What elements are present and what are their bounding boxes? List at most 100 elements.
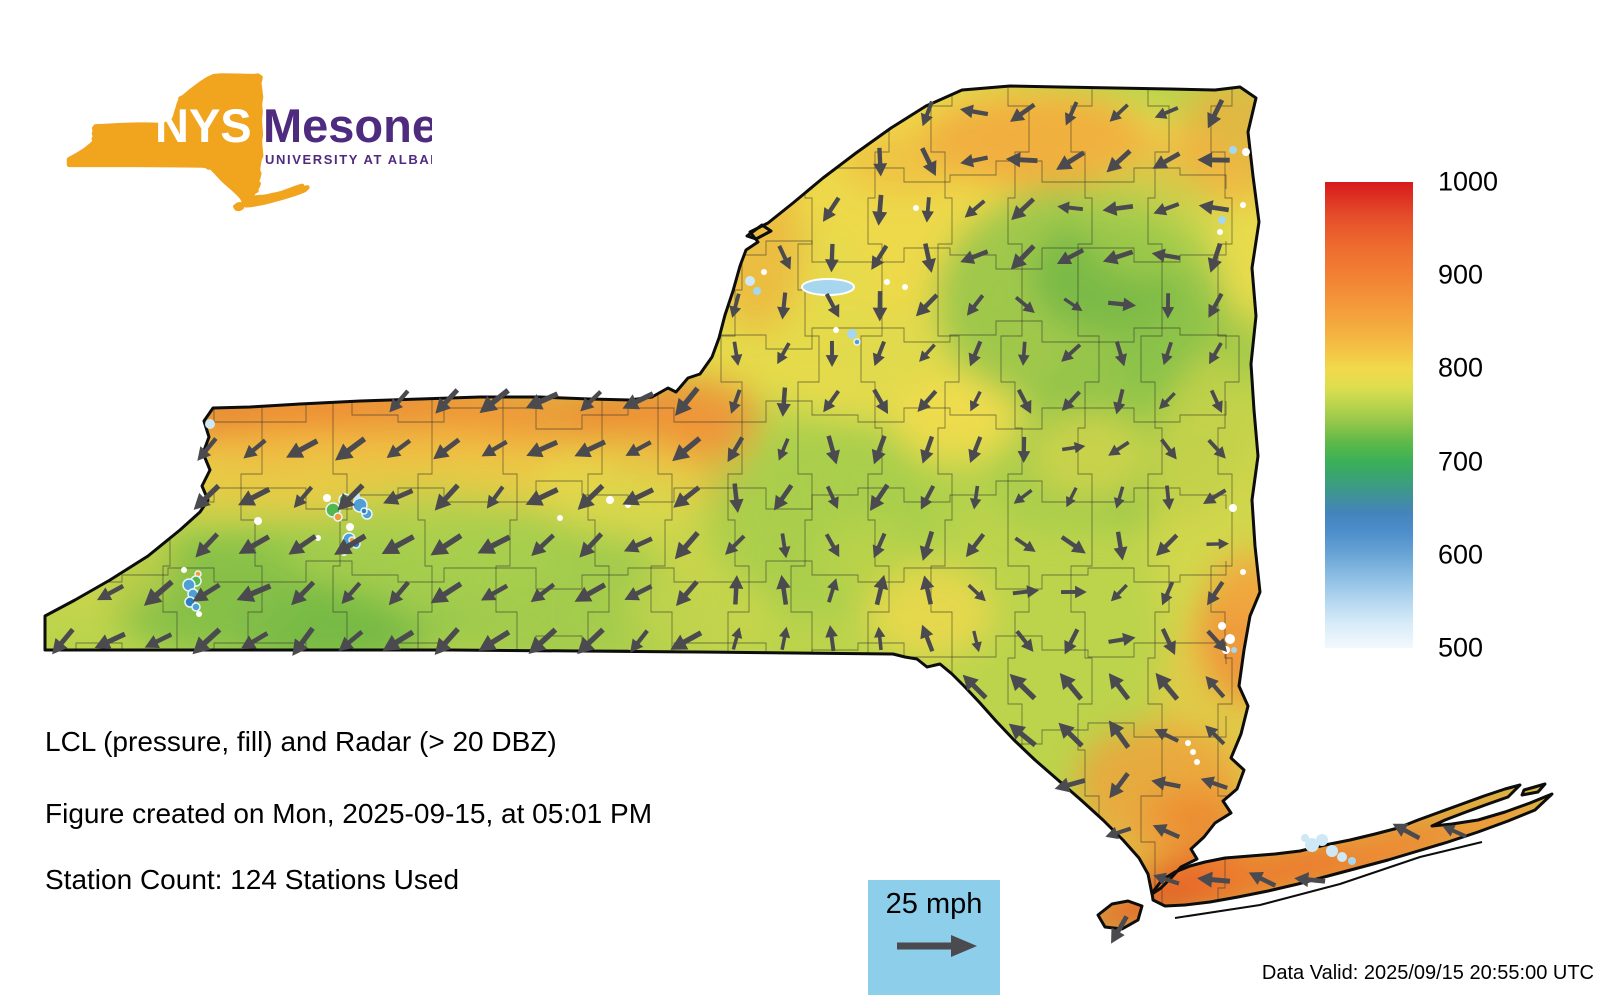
wind-arrow (1061, 390, 1081, 412)
wind-arrow (1061, 585, 1087, 599)
wind-arrow (197, 437, 218, 461)
logo-mesonet-text: Mesonet (263, 99, 432, 152)
wind-arrow (827, 578, 839, 603)
wind-arrow (192, 582, 221, 602)
wind-arrow (729, 483, 744, 513)
wind-arrow (1102, 249, 1134, 265)
wind-arrow (825, 485, 839, 509)
wind-arrow (479, 388, 510, 414)
wind-arrow (243, 438, 267, 459)
wind-arrow (435, 388, 460, 414)
wind-arrow (962, 674, 988, 700)
ny-state-logo-shape (66, 73, 310, 212)
logo-nys-text: NYS (155, 99, 252, 152)
wind-arrow (871, 435, 887, 465)
wind-arrow (622, 487, 655, 506)
wind-arrow (825, 625, 838, 652)
wind-arrow (675, 386, 700, 416)
wind-arrow (1162, 485, 1175, 511)
wind-arrow (1009, 673, 1037, 701)
wind-arrow (1158, 391, 1176, 410)
wind-arrow (1108, 632, 1136, 647)
wind-arrow (1206, 629, 1228, 653)
wind-arrow (822, 196, 841, 222)
wind-arrow (238, 486, 271, 506)
wind-arrow (381, 534, 415, 555)
colorbar-tick-label: 1000 (1438, 166, 1499, 197)
wind-arrow (1294, 872, 1326, 888)
wind-arrow (1065, 101, 1079, 126)
wind-arrow (1105, 826, 1132, 840)
wind-arrow (871, 244, 889, 270)
data-valid-text: Data Valid: 2025/09/15 20:55:00 UTC (1261, 962, 1594, 984)
wind-arrow (577, 627, 605, 655)
wind-arrow (1151, 776, 1181, 791)
wind-arrow (526, 439, 559, 458)
wind-arrow (530, 582, 556, 603)
wind-arrow (1015, 629, 1034, 652)
wind-arrow (1057, 201, 1084, 214)
wind-arrow (1012, 585, 1040, 598)
wind-arrow (970, 390, 982, 412)
wind-arrow (1114, 340, 1127, 367)
wind-arrow (920, 575, 935, 605)
wind-arrow (525, 391, 559, 410)
wind-arrow (292, 626, 315, 656)
wind-arrow (1017, 436, 1031, 464)
wind-arrow (238, 534, 271, 554)
wind-arrow (1110, 583, 1128, 602)
wind-arrow (389, 389, 410, 413)
wind-arrow (433, 437, 461, 460)
wind-arrow (920, 624, 935, 653)
wind-arrow (960, 154, 989, 168)
wind-arrow (968, 436, 983, 464)
wind-arrow (1010, 102, 1036, 122)
wind-arrow (1108, 720, 1131, 749)
wind-arrow (920, 100, 934, 127)
wind-arrow (959, 104, 989, 119)
wind-arrow (623, 536, 653, 553)
wind-speed-label: 25 mph (885, 888, 983, 920)
wind-arrow (1113, 388, 1126, 415)
wind-arrow (388, 580, 410, 606)
wind-arrow (1008, 723, 1037, 748)
wind-arrow (1005, 152, 1038, 168)
wind-arrow (920, 435, 935, 464)
wind-arrow (144, 632, 173, 649)
wind-arrow (574, 582, 607, 602)
wind-arrow (1056, 150, 1086, 170)
wind-arrow (192, 627, 222, 655)
wind-arrow (625, 440, 652, 456)
wind-arrow (1208, 292, 1224, 318)
wind-arrow (921, 197, 934, 223)
wind-arrow (338, 630, 364, 652)
wind-arrow (825, 340, 839, 368)
wind-arrow (1161, 341, 1173, 366)
wind-arrow (1160, 628, 1176, 655)
wind-arrow (334, 533, 367, 555)
wind-arrow (580, 390, 603, 412)
colorbar (1325, 182, 1413, 648)
wind-arrow (1152, 824, 1181, 840)
wind-arrow (1063, 297, 1083, 311)
wind-arrow (478, 629, 511, 651)
wind-arrow (579, 532, 604, 558)
wind-arrow (528, 627, 558, 655)
wind-arrow (624, 584, 653, 601)
wind-arrow (1108, 440, 1130, 456)
figure-created-text: Figure created on Mon, 2025-09-15, at 05… (45, 798, 653, 829)
wind-arrow (964, 199, 986, 218)
wind-arrow (286, 438, 319, 458)
wind-arrow (574, 439, 607, 458)
station-count-text: Station Count: 124 Stations Used (45, 864, 460, 895)
wind-arrow (577, 483, 605, 510)
colorbar-tick-label: 700 (1438, 446, 1484, 477)
wind-arrow (960, 249, 989, 264)
wind-arrow (481, 439, 508, 457)
wind-arrow (1113, 531, 1128, 561)
wind-arrow (1207, 98, 1225, 129)
wind-arrow (872, 532, 887, 559)
wind-arrow (725, 534, 746, 555)
wind-arrow (778, 533, 791, 559)
